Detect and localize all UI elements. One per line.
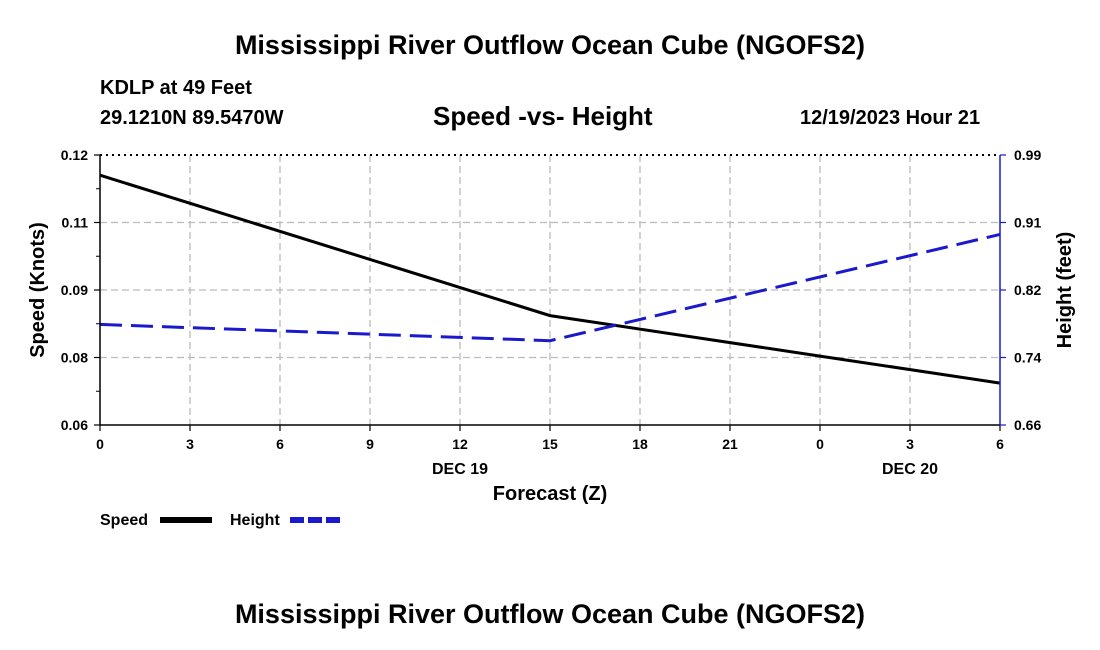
axes — [94, 154, 1006, 431]
x-tick-label: 18 — [632, 436, 648, 452]
y-tick-label: 0.08 — [61, 350, 88, 366]
x-tick-label: 3 — [186, 436, 194, 452]
tick-labels: 0 3 6 9 12 15 18 21 0 3 6 DEC 19 DEC 20 0.12 0.11 0.09 0… — [61, 147, 1042, 478]
x-day-label: DEC 19 — [432, 461, 488, 478]
x-tick-label: 3 — [906, 436, 914, 452]
y2-tick-label: 0.66 — [1014, 417, 1041, 433]
y2-tick-label: 0.91 — [1014, 215, 1041, 231]
station-label: KDLP at 49 Feet — [100, 77, 252, 99]
x-tick-label: 0 — [96, 436, 104, 452]
chart-footer-title: Mississippi River Outflow Ocean Cube (NG… — [234, 599, 866, 629]
station-coordinates: 29.1210N 89.5470W — [100, 107, 284, 129]
x-tick-label: 12 — [452, 436, 468, 452]
x-tick-label: 6 — [276, 436, 284, 452]
x-tick-label: 6 — [996, 436, 1004, 452]
x-tick-label: 9 — [366, 436, 374, 452]
y-tick-label: 0.06 — [61, 417, 88, 433]
x-tick-label: 15 — [542, 436, 558, 452]
y-tick-label: 0.12 — [61, 147, 88, 163]
x-day-label: DEC 20 — [882, 461, 938, 478]
y-tick-label: 0.11 — [62, 215, 89, 231]
series-lines — [99, 173, 1001, 385]
series-line-height — [99, 232, 1001, 343]
legend-label-height: Height — [230, 512, 280, 529]
x-axis-label: Forecast (Z) — [493, 483, 607, 505]
forecast-datetime: 12/19/2023 Hour 21 — [800, 107, 981, 129]
y2-tick-label: 0.74 — [1014, 350, 1041, 366]
y2-tick-label: 0.82 — [1014, 282, 1041, 298]
chart-subtitle: Speed -vs- Height — [433, 101, 653, 131]
chart-main-title: Mississippi River Outflow Ocean Cube (NG… — [234, 30, 866, 60]
x-tick-label: 0 — [816, 436, 824, 452]
grid-lines — [100, 155, 1000, 425]
series-line-speed — [99, 173, 1001, 385]
y2-axis-label: Height (feet) — [1054, 232, 1076, 349]
x-tick-label: 21 — [722, 436, 738, 452]
legend-label-speed: Speed — [100, 512, 148, 529]
legend: Speed Height — [100, 512, 342, 529]
y-axis-label: Speed (Knots) — [27, 222, 49, 358]
y-tick-label: 0.09 — [61, 282, 88, 298]
y2-tick-label: 0.99 — [1014, 147, 1041, 163]
